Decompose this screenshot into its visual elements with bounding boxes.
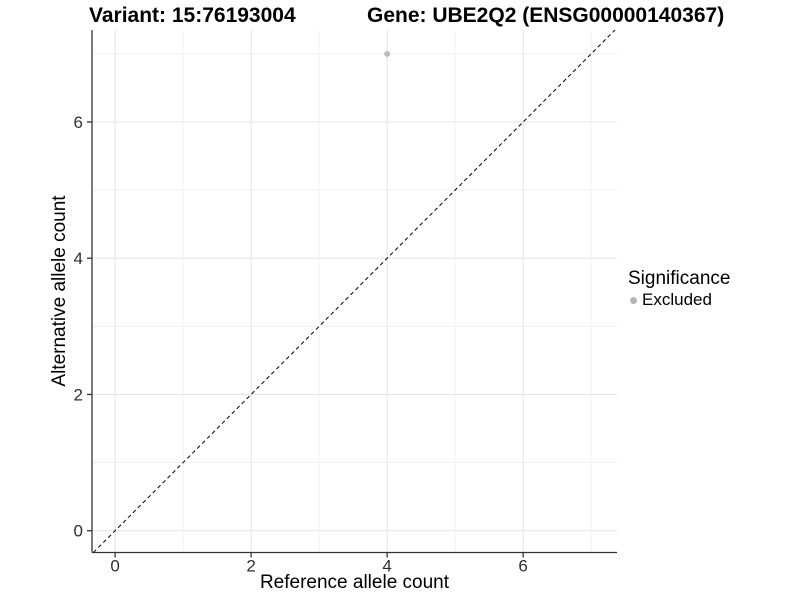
variant-title: Variant: 15:76193004: [89, 4, 296, 27]
legend: Significance Excluded: [628, 268, 730, 309]
y-tick-label: 6: [74, 113, 83, 132]
data-point: [384, 50, 391, 57]
y-axis-title: Alternative allele count: [49, 195, 70, 387]
x-tick-label: 2: [246, 557, 255, 576]
x-tick-label: 4: [382, 557, 391, 576]
x-tick-label: 6: [518, 557, 527, 576]
identity-reference-line: [93, 29, 616, 553]
x-axis-title: Reference allele count: [259, 572, 450, 593]
legend-item-excluded: Excluded: [628, 291, 730, 309]
gene-title: Gene: UBE2Q2 (ENSG00000140367): [367, 4, 725, 27]
legend-item-label: Excluded: [642, 290, 712, 309]
y-tick-label: 2: [74, 385, 83, 404]
x-tick-label: 0: [110, 557, 119, 576]
excluded-point-icon: [630, 296, 637, 304]
legend-title: Significance: [628, 268, 731, 289]
y-tick-label: 4: [74, 249, 83, 268]
y-tick-label: 0: [74, 522, 83, 541]
